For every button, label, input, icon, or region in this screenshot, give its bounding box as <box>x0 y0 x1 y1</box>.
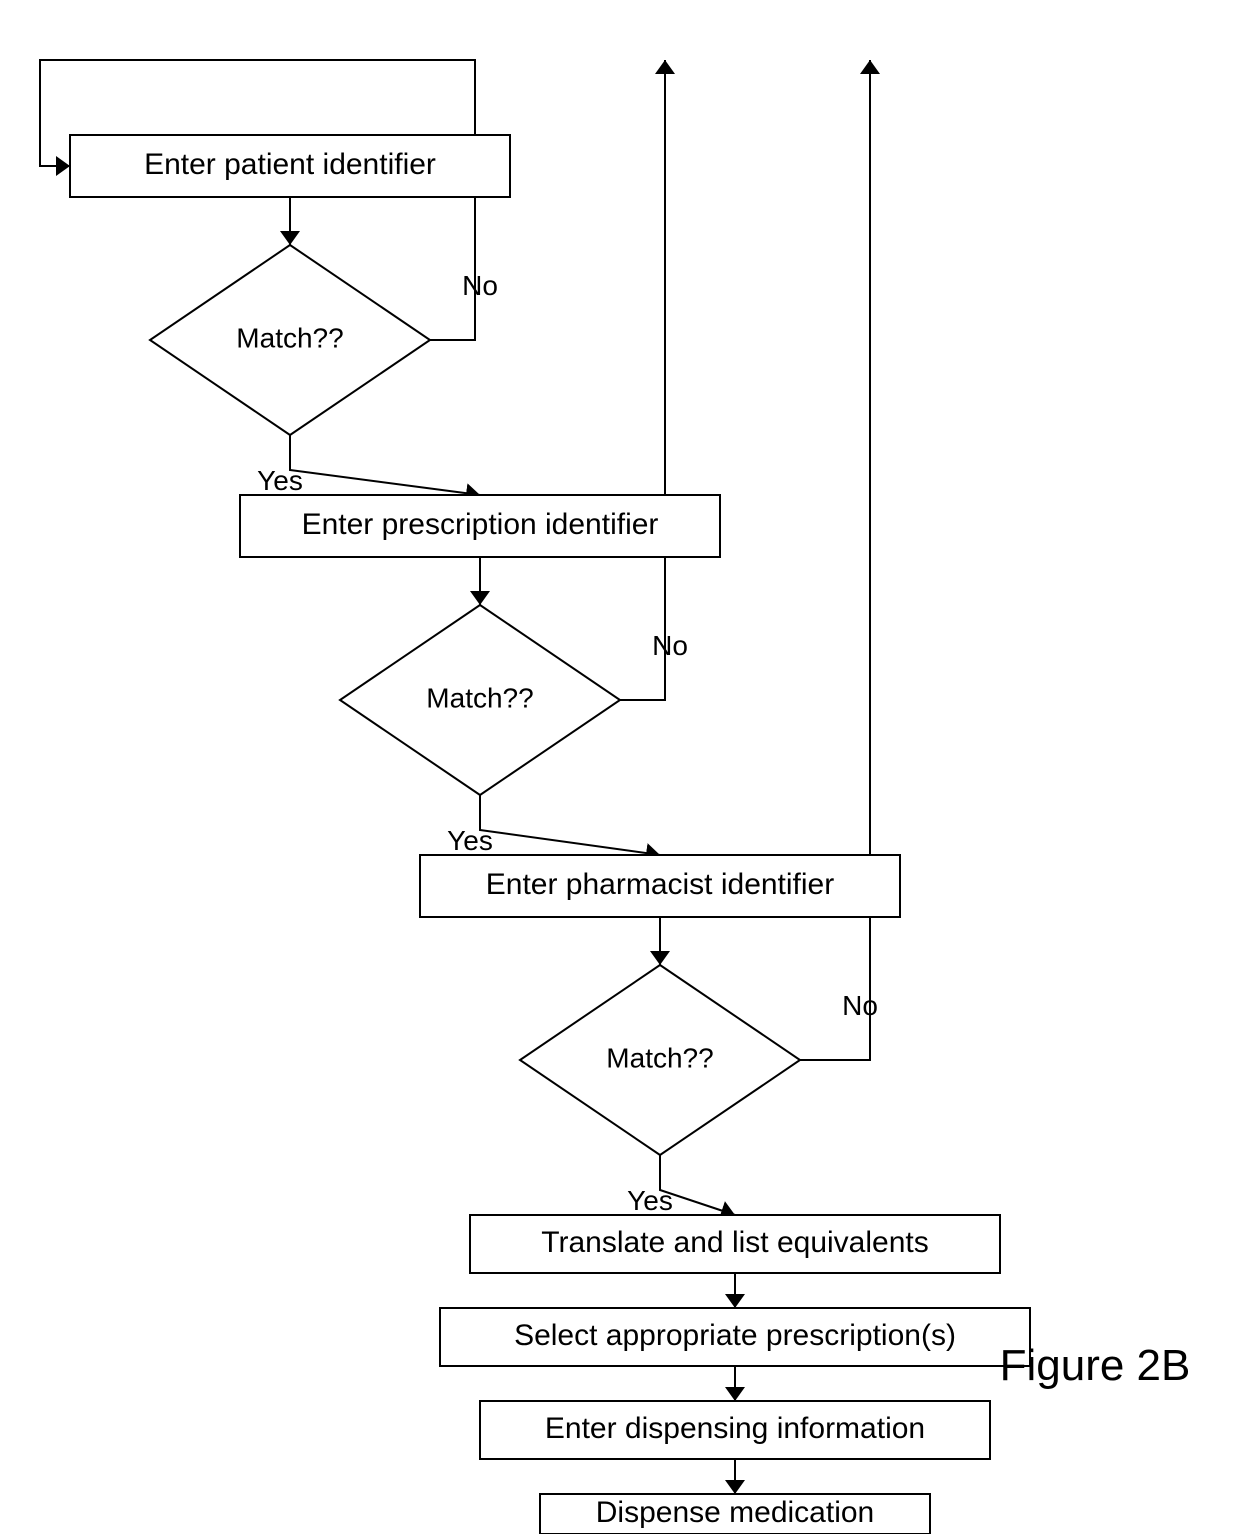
edge-label-d1-n2: Yes <box>257 465 303 496</box>
edge-d2-n1 <box>620 60 665 700</box>
edge-label-d1-n1: No <box>462 270 498 301</box>
decision-label-d2: Match?? <box>426 682 533 713</box>
decision-label-d3: Match?? <box>606 1042 713 1073</box>
figure-caption: Figure 2B <box>1000 1341 1191 1390</box>
edge-label-d3-n1: No <box>842 990 878 1021</box>
decision-label-d1: Match?? <box>236 322 343 353</box>
process-label-n6: Enter dispensing information <box>545 1412 925 1445</box>
edge-d1-n2 <box>290 435 480 495</box>
edge-d2-n3 <box>480 795 660 855</box>
flowchart-canvas: Yes No Yes No Yes No Enter patient identifier M… <box>0 0 1240 1534</box>
edge-label-d2-n3: Yes <box>447 825 493 856</box>
process-label-n3: Enter pharmacist identifier <box>486 868 835 901</box>
process-label-n2: Enter prescription identifier <box>302 508 659 541</box>
process-label-n1: Enter patient identifier <box>144 148 436 181</box>
process-label-n4: Translate and list equivalents <box>541 1226 928 1259</box>
edge-label-d3-n4: Yes <box>627 1185 673 1216</box>
process-label-n7: Dispense medication <box>596 1496 874 1529</box>
edge-label-d2-n1: No <box>652 630 688 661</box>
process-label-n5: Select appropriate prescription(s) <box>514 1319 956 1352</box>
